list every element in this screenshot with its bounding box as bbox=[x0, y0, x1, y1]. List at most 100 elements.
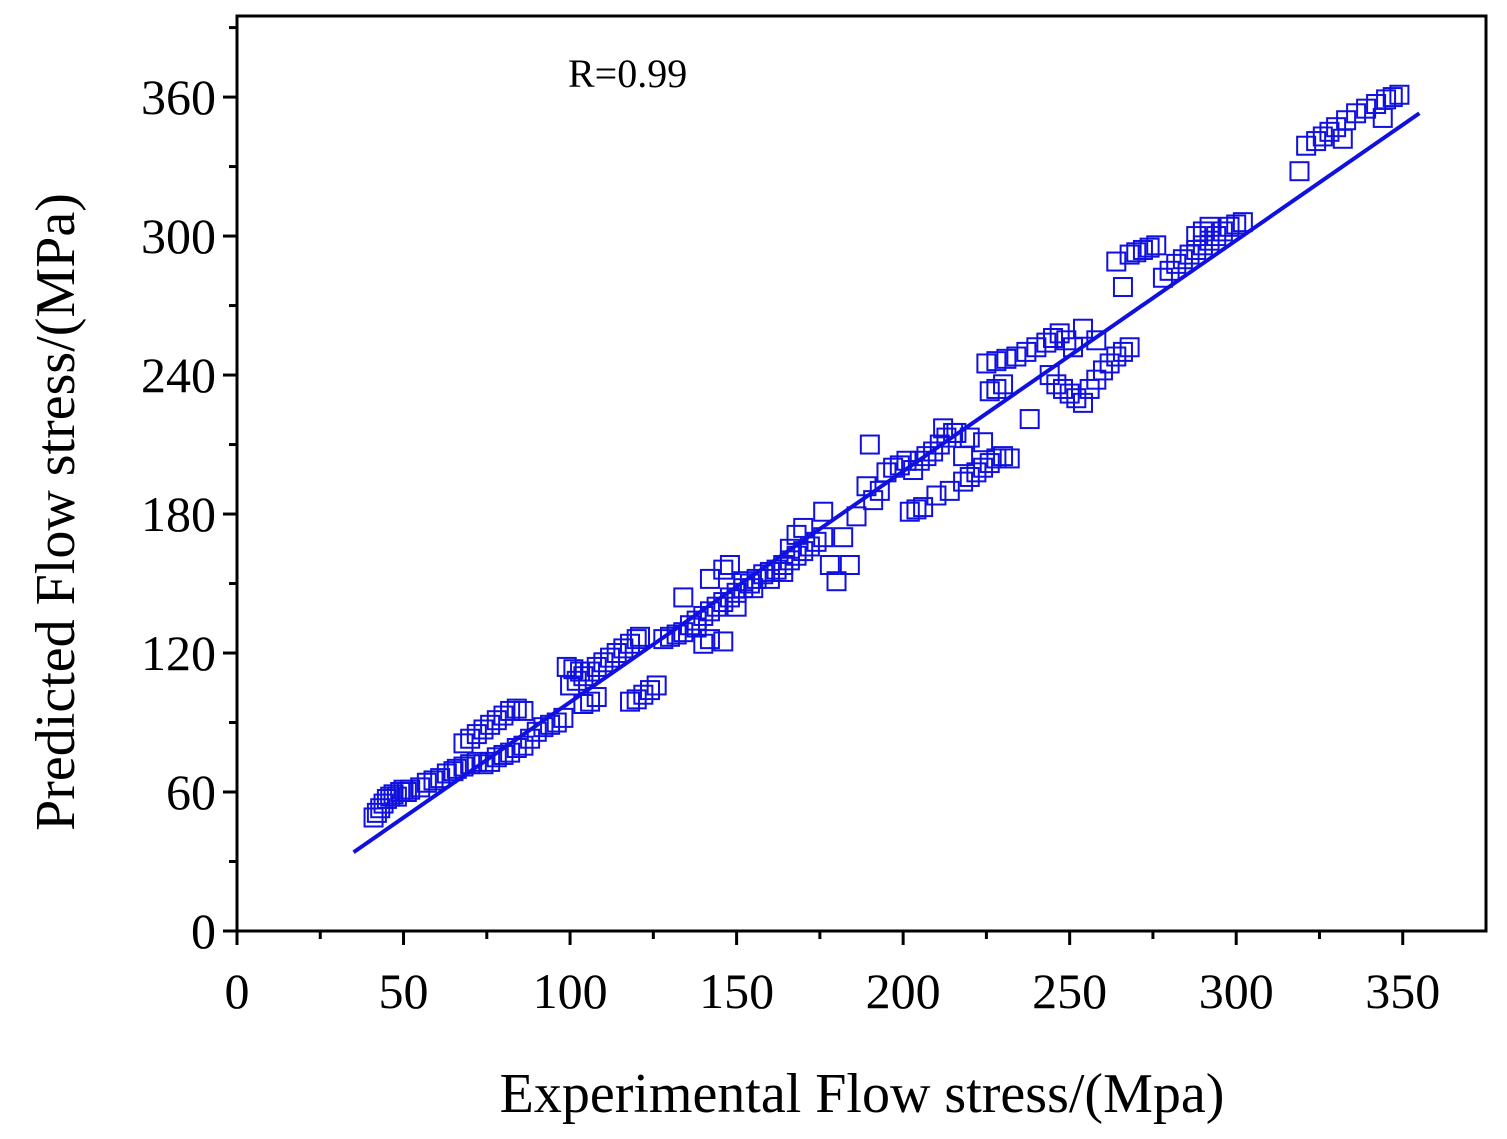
data-point bbox=[1119, 244, 1140, 265]
data-point bbox=[1146, 235, 1167, 256]
fit-line bbox=[352, 111, 1421, 854]
data-point bbox=[586, 687, 607, 708]
data-point bbox=[933, 418, 954, 439]
data-point bbox=[813, 501, 834, 522]
data-point bbox=[1212, 221, 1233, 242]
data-point bbox=[1056, 330, 1077, 351]
data-point bbox=[1376, 89, 1397, 110]
data-point bbox=[979, 381, 1000, 402]
data-point bbox=[899, 501, 920, 522]
data-point bbox=[779, 538, 800, 559]
data-point bbox=[1119, 337, 1140, 358]
data-point bbox=[923, 441, 944, 462]
x-tick-label: 150 bbox=[699, 963, 774, 1019]
plot-frame bbox=[235, 14, 1488, 933]
data-point bbox=[773, 561, 794, 582]
data-point bbox=[993, 446, 1014, 467]
data-point bbox=[859, 434, 880, 455]
data-point bbox=[630, 626, 651, 647]
data-point bbox=[1332, 128, 1353, 149]
data-point bbox=[1192, 221, 1213, 242]
data-point bbox=[906, 499, 927, 520]
data-point bbox=[913, 497, 934, 518]
x-tick-label: 250 bbox=[1032, 963, 1107, 1019]
data-point bbox=[620, 691, 641, 712]
y-axis-title: Predicted Flow stress/(MPa) bbox=[25, 193, 87, 831]
x-tick-label: 50 bbox=[379, 963, 429, 1019]
data-point bbox=[1092, 360, 1113, 381]
data-point bbox=[1132, 239, 1153, 260]
data-point bbox=[693, 633, 714, 654]
data-point bbox=[793, 517, 814, 538]
data-point bbox=[916, 446, 937, 467]
data-point bbox=[396, 782, 417, 803]
data-point bbox=[726, 596, 747, 617]
data-point bbox=[580, 691, 601, 712]
data-point bbox=[1226, 214, 1247, 235]
data-point bbox=[929, 434, 950, 455]
data-point bbox=[473, 754, 494, 775]
data-point bbox=[506, 698, 527, 719]
data-point bbox=[1139, 237, 1160, 258]
data-point bbox=[1382, 87, 1403, 108]
data-point bbox=[513, 700, 534, 721]
data-point bbox=[1072, 318, 1093, 339]
data-point bbox=[1072, 392, 1093, 413]
data-point bbox=[1112, 341, 1133, 362]
data-point bbox=[839, 555, 860, 575]
y-axis-ticks: 0 60 120 180 240 300 360 bbox=[141, 26, 237, 959]
data-point bbox=[833, 527, 854, 548]
y-tick-label: 240 bbox=[141, 347, 216, 403]
data-point bbox=[713, 631, 734, 652]
x-tick-label: 350 bbox=[1365, 963, 1440, 1019]
data-point bbox=[1152, 267, 1173, 288]
data-point bbox=[1043, 327, 1064, 348]
data-point bbox=[640, 680, 661, 701]
data-point bbox=[1319, 121, 1340, 142]
data-markers bbox=[363, 84, 1410, 828]
data-point bbox=[1289, 161, 1310, 182]
data-point bbox=[1199, 216, 1220, 237]
data-point bbox=[986, 378, 1007, 399]
data-point bbox=[1219, 216, 1240, 237]
data-point bbox=[999, 448, 1020, 469]
y-tick-label: 180 bbox=[141, 486, 216, 542]
data-point bbox=[646, 675, 667, 696]
data-point bbox=[1049, 323, 1070, 344]
data-point bbox=[1106, 251, 1127, 272]
data-point bbox=[416, 772, 437, 793]
data-point bbox=[673, 587, 694, 608]
data-point bbox=[410, 777, 431, 798]
data-point bbox=[959, 427, 980, 448]
data-point bbox=[986, 448, 1007, 469]
data-point bbox=[493, 705, 514, 726]
data-point bbox=[846, 506, 867, 527]
x-tick-label: 100 bbox=[533, 963, 608, 1019]
x-tick-label: 200 bbox=[866, 963, 941, 1019]
data-point bbox=[686, 617, 707, 638]
data-point bbox=[1112, 277, 1133, 298]
data-point bbox=[653, 629, 674, 650]
data-point bbox=[626, 629, 647, 650]
x-axis-ticks: 0 50 100 150 200 250 300 350 bbox=[225, 931, 1440, 1019]
x-axis-title: Experimental Flow stress/(Mpa) bbox=[500, 1063, 1225, 1125]
data-point bbox=[946, 422, 967, 443]
data-point bbox=[500, 700, 521, 721]
data-point bbox=[926, 485, 947, 506]
data-point bbox=[1159, 260, 1180, 281]
data-point bbox=[1126, 242, 1147, 263]
data-point bbox=[759, 568, 780, 589]
y-tick-label: 0 bbox=[191, 903, 216, 959]
y-tick-label: 360 bbox=[141, 69, 216, 125]
r-value-annotation: R=0.99 bbox=[568, 51, 687, 96]
data-point bbox=[713, 559, 734, 580]
data-point bbox=[699, 629, 720, 650]
data-point bbox=[973, 432, 994, 453]
data-point bbox=[1372, 107, 1393, 128]
y-tick-label: 300 bbox=[141, 208, 216, 264]
data-point bbox=[1232, 212, 1253, 233]
y-tick-label: 120 bbox=[141, 625, 216, 681]
data-point bbox=[1099, 353, 1120, 374]
data-point bbox=[446, 758, 467, 779]
